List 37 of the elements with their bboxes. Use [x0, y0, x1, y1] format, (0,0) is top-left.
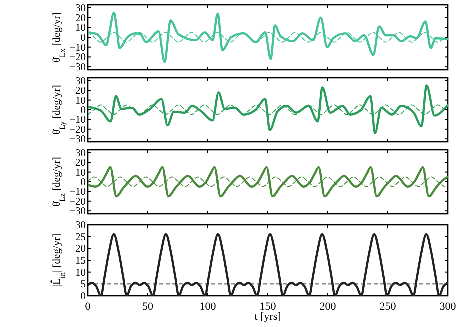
y-tick-label: 10 — [76, 96, 86, 107]
line-series — [88, 166, 448, 198]
y-tick-label: −30 — [70, 62, 86, 74]
y-tick-label: 20 — [76, 86, 86, 98]
y-tick-label: 20 — [76, 158, 86, 170]
y-tick-label: −20 — [70, 52, 86, 64]
y-tick-label: 10 — [76, 168, 86, 179]
y-tick-label: 20 — [76, 13, 86, 24]
y-tick-label: −30 — [70, 206, 86, 218]
x-axis-title: t [yrs] — [254, 311, 282, 323]
y-tick-label: 25 — [76, 232, 86, 244]
x-tick-label: 250 — [380, 301, 397, 313]
y-tick-label: −10 — [70, 187, 86, 198]
y-tick-label: −20 — [70, 124, 86, 136]
x-tick-label: 100 — [200, 301, 217, 313]
y-tick-label: 0 — [80, 106, 86, 116]
x-tick-label: 300 — [440, 301, 457, 313]
y-tick-label: 0 — [80, 292, 86, 302]
line-series — [88, 84, 448, 134]
y-tick-label: 10 — [76, 23, 86, 34]
y-tick-label: 5 — [80, 280, 86, 291]
y-tick-label: 30 — [76, 148, 86, 160]
x-tick-label: 50 — [142, 301, 154, 313]
y-tick-label: 20 — [76, 244, 86, 256]
x-tick-label: 200 — [320, 301, 337, 313]
y-tick-label: 10 — [76, 268, 86, 279]
y-tick-label: −20 — [70, 196, 86, 208]
y-tick-label: −10 — [70, 42, 86, 54]
y-tick-label: −10 — [70, 115, 86, 126]
x-tick-label: 150 — [260, 301, 277, 313]
y-tick-label: 0 — [80, 178, 86, 188]
y-tick-label: 30 — [76, 76, 86, 88]
y-tick-label: 15 — [76, 256, 86, 267]
y-tick-label: −30 — [70, 134, 86, 146]
y-tick-label: 0 — [80, 33, 86, 44]
y-tick-label: 30 — [76, 220, 86, 232]
y-tick-label: 30 — [76, 3, 86, 14]
